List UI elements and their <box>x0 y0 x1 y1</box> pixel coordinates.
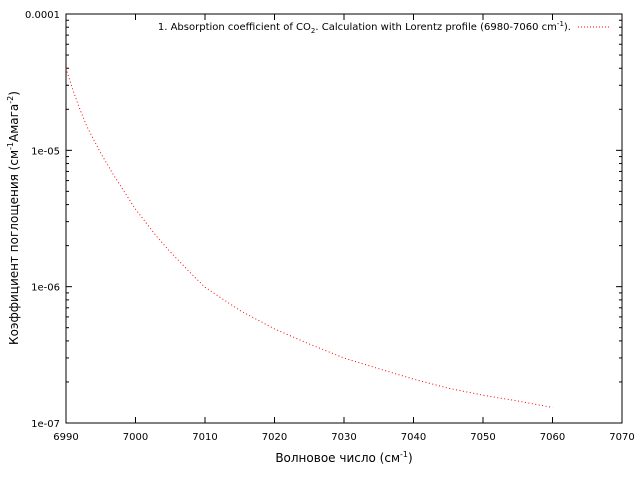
x-tick-label: 7050 <box>470 432 495 443</box>
x-tick-label: 7060 <box>540 432 565 443</box>
x-tick-label: 7010 <box>192 432 217 443</box>
x-tick-label: 7000 <box>123 432 148 443</box>
legend: 1. Absorption coefficient of CO2. Calcul… <box>158 20 610 35</box>
x-tick-label: 7070 <box>609 432 634 443</box>
y-tick-label: 1e-05 <box>31 146 60 157</box>
y-tick-label: 1e-07 <box>31 419 60 430</box>
x-axis-title: Волновое число (см-1) <box>275 450 412 465</box>
y-axis-title: Коэффициент поглощения (см-1Амага-2) <box>6 91 21 345</box>
x-tick-label: 7040 <box>401 432 426 443</box>
y-axis: 1e-07 1e-06 1e-05 0.0001 <box>25 10 622 430</box>
x-tick-label: 6990 <box>53 432 78 443</box>
legend-label: 1. Absorption coefficient of CO2. Calcul… <box>158 20 571 35</box>
plot-frame <box>65 13 623 424</box>
series-line <box>65 68 553 408</box>
x-tick-label: 7020 <box>262 432 287 443</box>
series-layer <box>65 68 553 408</box>
x-axis: 6990 7000 7010 7020 7030 7040 7050 7060 7070 <box>53 14 635 443</box>
x-tick-label: 7030 <box>331 432 356 443</box>
y-tick-label: 1e-06 <box>31 283 60 294</box>
y-tick-label: 0.0001 <box>25 10 60 21</box>
